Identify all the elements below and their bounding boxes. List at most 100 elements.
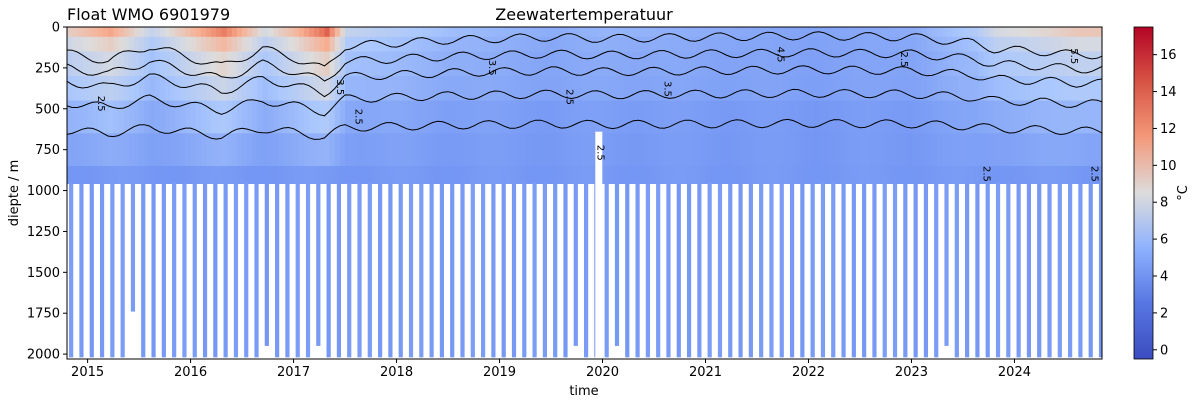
profile-column <box>522 183 527 358</box>
profile-column <box>419 183 424 358</box>
field-cell <box>793 27 799 38</box>
field-cell <box>1081 51 1088 77</box>
field-cell <box>484 36 491 53</box>
field-cell <box>350 166 357 185</box>
field-cell <box>705 51 712 77</box>
field-cell <box>597 100 604 134</box>
field-cell <box>360 36 367 53</box>
field-cell <box>396 76 403 102</box>
field-cell <box>921 36 928 53</box>
field-cell <box>345 36 352 53</box>
field-cell <box>504 133 511 167</box>
field-cell <box>370 133 377 167</box>
field-cell <box>82 100 89 134</box>
field-cell <box>406 51 413 77</box>
field-cell <box>427 76 434 102</box>
profile-column <box>563 183 568 358</box>
field-cell <box>1019 36 1026 53</box>
field-cell <box>648 27 655 38</box>
field-cell <box>715 27 722 38</box>
field-cell <box>92 51 99 77</box>
field-cell <box>355 76 362 102</box>
field-cell <box>947 166 954 185</box>
field-cell <box>381 51 388 77</box>
field-cell <box>787 76 794 102</box>
field-cell <box>190 166 197 185</box>
field-cell <box>916 27 923 38</box>
field-cell <box>345 27 352 38</box>
field-cell <box>962 51 969 77</box>
y-tick-label: 1000 <box>27 184 60 199</box>
field-cell <box>1081 36 1088 53</box>
field-cell <box>576 100 583 134</box>
field-cell <box>252 27 259 38</box>
field-cell <box>211 100 218 134</box>
field-cell <box>597 76 604 102</box>
contour-label: 2.5 <box>352 109 363 125</box>
field-cell <box>133 133 140 167</box>
field-cell <box>499 133 506 167</box>
x-tick-label: 2022 <box>792 365 825 380</box>
field-cell <box>777 27 784 38</box>
field-cell <box>957 36 964 53</box>
profile-column <box>1057 183 1062 358</box>
field-cell <box>540 76 547 102</box>
field-cell <box>355 100 362 134</box>
field-cell <box>885 51 892 77</box>
field-cell <box>236 51 243 77</box>
field-cell <box>808 133 815 167</box>
field-cell <box>849 133 856 167</box>
field-cell <box>556 100 563 134</box>
field-cell <box>386 76 393 102</box>
field-cell <box>432 133 439 167</box>
field-cell <box>1071 166 1078 185</box>
field-cell <box>839 133 846 167</box>
field-cell <box>633 166 640 185</box>
field-cell <box>180 166 187 185</box>
field-cell <box>999 51 1005 77</box>
field-cell <box>999 36 1005 53</box>
field-cell <box>993 133 1000 167</box>
field-cell <box>736 51 743 77</box>
field-cell <box>664 36 671 53</box>
field-cell <box>545 100 552 134</box>
field-cell <box>211 133 218 167</box>
contour-lines: 2.53.52.53.52.52.53.54.5 2.52.55.52.5 <box>67 31 1102 182</box>
field-cell <box>108 76 115 102</box>
field-cell <box>1029 51 1036 77</box>
field-cell <box>823 76 830 102</box>
field-cell <box>1035 100 1042 134</box>
field-cell <box>108 166 115 185</box>
field-cell <box>705 166 712 185</box>
field-cell <box>731 36 738 53</box>
field-cell <box>623 76 630 102</box>
field-cell <box>834 133 841 167</box>
field-cell <box>556 133 563 167</box>
field-cell <box>432 166 439 185</box>
profile-column <box>450 183 455 358</box>
field-cell <box>932 76 939 102</box>
field-cell <box>551 100 557 134</box>
field-cell <box>633 36 640 53</box>
field-cell <box>535 36 542 53</box>
field-cell <box>654 36 660 53</box>
field-cell <box>345 51 352 77</box>
field-cell <box>272 27 279 38</box>
colorbar-tick-label: 8 <box>1160 196 1168 211</box>
field-cell <box>437 100 444 134</box>
field-cell <box>617 27 624 38</box>
profile-column <box>347 183 352 358</box>
field-cell <box>988 100 995 134</box>
field-cell <box>108 100 115 134</box>
field-cell <box>453 27 460 38</box>
field-cell <box>1065 166 1072 185</box>
field-cell <box>509 51 516 77</box>
field-cell <box>952 133 959 167</box>
field-cell <box>180 36 187 53</box>
field-cell <box>216 100 223 134</box>
x-tick-label: 2017 <box>277 365 310 380</box>
field-cell <box>97 100 104 134</box>
x-tick-label: 2023 <box>895 365 928 380</box>
contour-label: 2.5 <box>95 96 106 112</box>
field-cell <box>1076 51 1083 77</box>
